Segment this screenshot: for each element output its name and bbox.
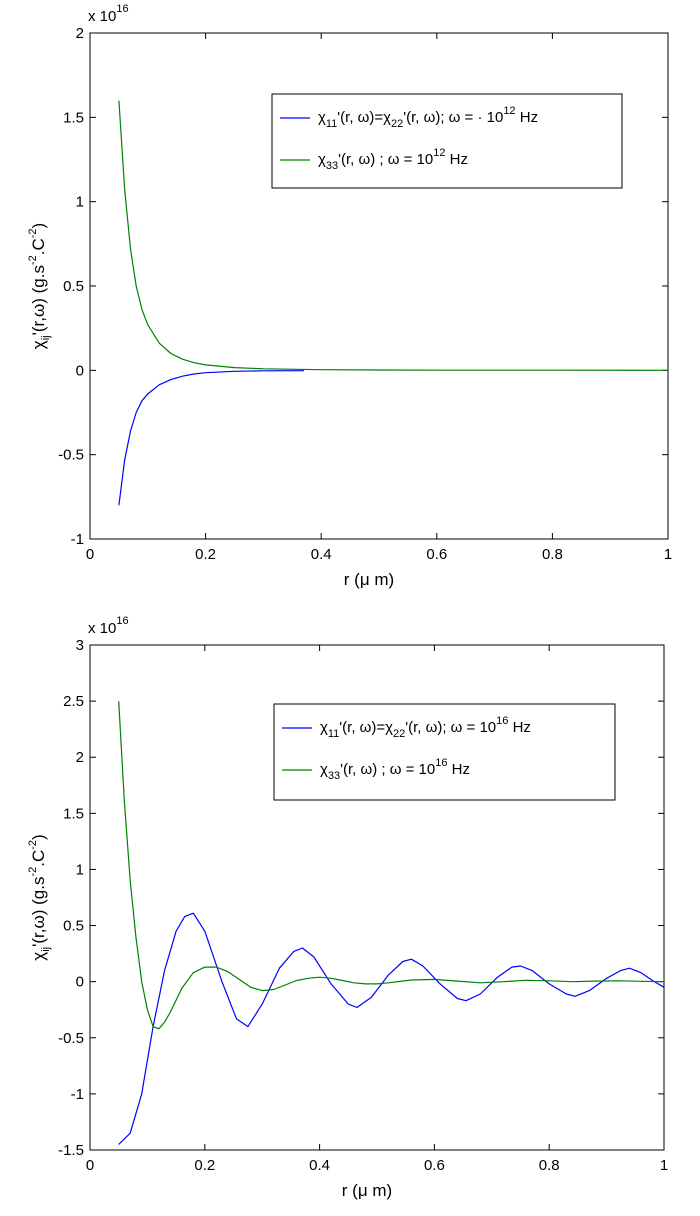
y-axis-label-part: χ <box>29 952 48 961</box>
y-tick-label: 1.5 <box>63 805 84 822</box>
y-tick-label: -1 <box>71 1086 84 1103</box>
chart-panel-2: 0 0.2 0.4 0.6 0.8 1 -1.5 -1 -0.5 0 0.5 1 1.5 2 2.5 3x 1… <box>27 615 668 1200</box>
y-axis-label-part: -2 <box>27 228 39 238</box>
y-axis-label-part: ij <box>40 947 52 952</box>
y-tick-label: -0.5 <box>58 447 84 464</box>
legend-label-part: χ <box>318 151 326 168</box>
y-axis-label-part: -2 <box>27 255 39 265</box>
legend-label-part: Hz <box>516 109 539 126</box>
legend-label-1: χ11'(r, ω)=χ22'(r, ω); ω = 1016 Hz <box>320 715 531 740</box>
legend-label-part: χ <box>320 719 328 736</box>
y-tick-label: 2 <box>76 749 84 766</box>
legend-label-part: 12 <box>503 105 515 117</box>
y-exponent-base: x 10 <box>88 8 116 25</box>
y-axis-label-part: .C <box>29 850 48 867</box>
y-tick-label: -0.5 <box>58 1030 84 1047</box>
legend-label-part: 16 <box>435 757 447 769</box>
legend-label-part: 10 <box>487 109 504 126</box>
legend-label-part: Hz <box>447 761 470 778</box>
y-axis-label: χij'(r,ω) (g.s-2.C-2) <box>27 223 52 349</box>
x-tick-label: 0.6 <box>426 546 447 563</box>
series-line-1 <box>118 912 664 1145</box>
legend-label-part: '(r, ω); ω = <box>405 719 479 736</box>
y-tick-label: 1.5 <box>63 109 84 126</box>
y-tick-label: 2 <box>76 25 84 42</box>
legend-box <box>271 93 623 189</box>
legend-label-part: '(r, ω)= <box>337 109 383 126</box>
legend: χ11'(r, ω)=χ22'(r, ω); ω = · 1012 Hzχ33'… <box>271 93 623 189</box>
legend-label-part: 22 <box>393 728 405 740</box>
x-tick-label: 0.8 <box>539 1157 560 1174</box>
y-exponent-power: 16 <box>116 3 128 15</box>
legend-label-part: χ <box>383 109 391 126</box>
y-tick-label: -1.5 <box>58 1142 84 1159</box>
legend-label-part: 11 <box>326 118 337 130</box>
legend-label-part: 11 <box>328 728 339 740</box>
legend-label-part: χ <box>318 109 326 126</box>
x-tick-label: 0.4 <box>311 546 332 563</box>
y-tick-label: 2.5 <box>63 693 84 710</box>
plot-area-frame <box>89 644 665 1151</box>
series-line-2 <box>118 100 668 371</box>
legend-label-part: 10 <box>417 151 434 168</box>
y-exponent-label: x 1016 <box>88 615 129 637</box>
legend-label-part: 10 <box>479 719 496 736</box>
y-axis-label-part: ) <box>29 223 48 229</box>
y-axis-label-part: ) <box>29 834 48 840</box>
legend-label-part: 16 <box>496 715 508 727</box>
legend-box <box>273 703 616 801</box>
x-tick-label: 0.8 <box>542 546 563 563</box>
y-exponent-base: x 10 <box>88 620 116 637</box>
legend-label-part: 22 <box>391 118 403 130</box>
y-tick-label: 0 <box>76 362 84 379</box>
y-tick-label: 3 <box>76 637 84 654</box>
series-line-1 <box>118 370 304 506</box>
y-axis-label: χij'(r,ω) (g.s-2.C-2) <box>27 834 52 960</box>
legend-label-part: χ <box>320 761 328 778</box>
y-tick-label: 1 <box>76 194 84 211</box>
y-axis-label-part: '(r,ω) (g.s <box>29 877 48 947</box>
y-axis-label-part: χ <box>29 340 48 349</box>
x-tick-label: 0.6 <box>424 1157 445 1174</box>
legend-label-part: '(r, ω); ω = · <box>403 109 486 126</box>
legend-label-part: 12 <box>433 147 445 159</box>
y-tick-label: 0.5 <box>63 278 84 295</box>
x-axis-label: r (μ m) <box>344 570 394 589</box>
y-axis-label-part: -2 <box>27 867 39 877</box>
chart-panel-1: 0 0.2 0.4 0.6 0.8 1 -1 -0.5 0 0.5 1 1.5 2x 1016 r (μ … <box>27 3 672 589</box>
legend-label-part: '(r, ω) ; ω = <box>340 761 418 778</box>
legend-label-1: χ11'(r, ω)=χ22'(r, ω); ω = · 1012 Hz <box>318 105 538 130</box>
x-tick-label: 0.2 <box>195 546 216 563</box>
x-tick-label: 0 <box>86 1157 94 1174</box>
y-tick-label: 1 <box>76 861 84 878</box>
legend: χ11'(r, ω)=χ22'(r, ω); ω = 1016 Hzχ33'(r… <box>273 703 616 801</box>
x-tick-label: 0.4 <box>309 1157 330 1174</box>
x-axis-label: r (μ m) <box>342 1181 392 1200</box>
y-axis-label-part: -2 <box>27 840 39 850</box>
legend-label-part: '(r, ω)= <box>339 719 385 736</box>
legend-label-2: χ33'(r, ω) ; ω = 1016 Hz <box>320 757 470 782</box>
x-tick-label: 1 <box>660 1157 668 1174</box>
legend-label-part: '(r, ω) ; ω = <box>338 151 416 168</box>
legend-label-part: χ <box>385 719 393 736</box>
legend-label-part: 33 <box>328 770 340 782</box>
x-tick-label: 0.2 <box>194 1157 215 1174</box>
series-line-2 <box>118 701 664 1030</box>
y-tick-label: 0 <box>76 974 84 991</box>
legend-label-2: χ33'(r, ω) ; ω = 1012 Hz <box>318 147 468 172</box>
x-tick-label: 0 <box>86 546 94 563</box>
y-exponent-label: x 1016 <box>88 3 129 25</box>
legend-label-part: Hz <box>508 719 531 736</box>
y-exponent-power: 16 <box>116 615 128 627</box>
legend-label-part: 10 <box>419 761 436 778</box>
y-tick-label: 0.5 <box>63 918 84 935</box>
y-axis-label-part: ij <box>40 335 52 340</box>
y-axis-label-part: '(r,ω) (g.s <box>29 265 48 335</box>
legend-label-part: 33 <box>326 160 338 172</box>
legend-label-part: Hz <box>445 151 468 168</box>
y-axis-label-part: .C <box>29 238 48 255</box>
x-tick-label: 1 <box>664 546 672 563</box>
y-tick-label: -1 <box>71 531 84 548</box>
